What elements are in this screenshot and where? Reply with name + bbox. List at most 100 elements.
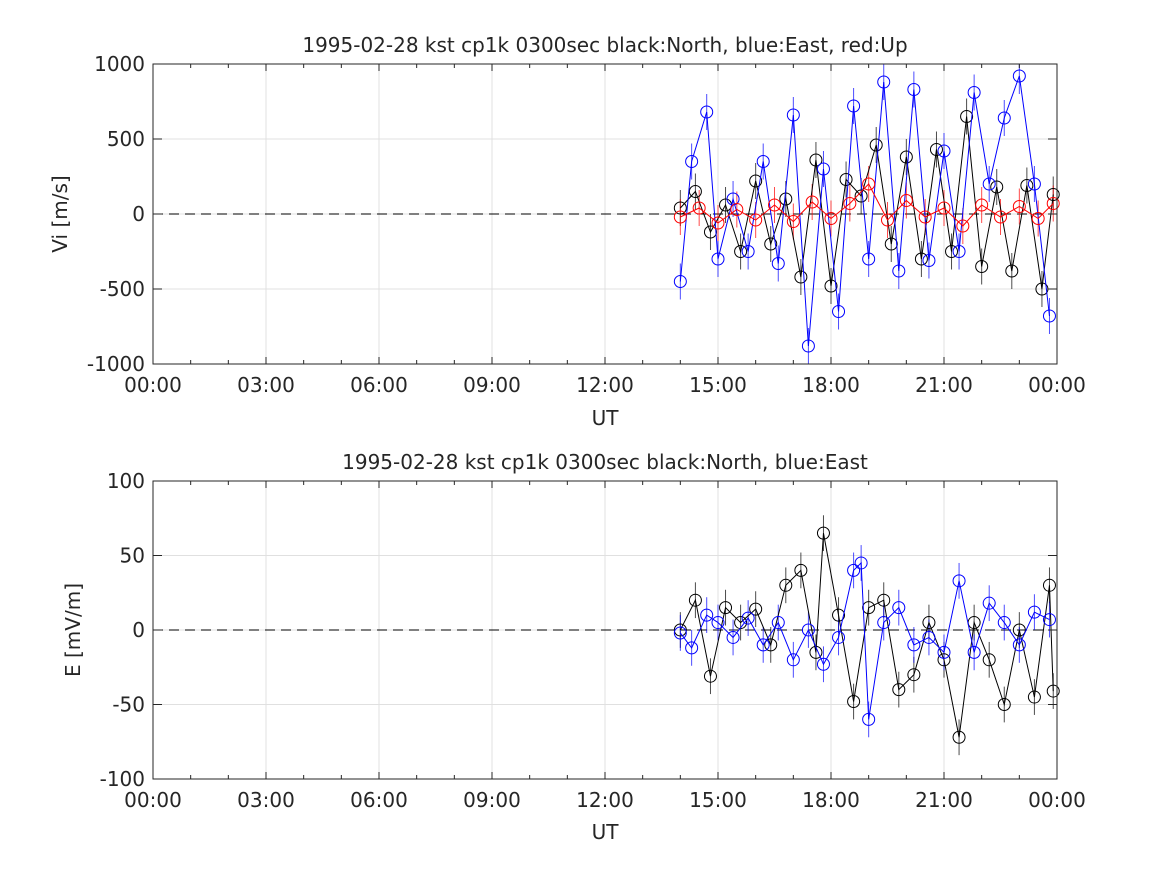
electric-field-panel: 00:00 03:00 06:00 09:00 12:00 15:00 18:00 21:00… [61,450,1086,844]
efield-point-north [749,602,763,616]
velocity-point-north [899,150,913,164]
velocity-point-north [1020,179,1034,192]
efield-point-north [922,616,936,630]
velocity-point-up [711,216,725,230]
efield-x-tick-label: 12:00 [576,788,634,812]
velocity-point-north [1035,282,1049,296]
velocity-panel: 00:00 03:00 06:00 09:00 12:00 15:00 18:00 21:00… [48,33,1086,430]
velocity-point-north [869,138,883,152]
velocity-point-up [994,210,1007,224]
efield-ticks [152,480,1058,780]
efield-point-north [982,653,996,667]
efield-point-east [741,611,755,625]
velocity-point-up [918,210,932,224]
velocity-point-up [937,201,951,215]
efield-point-east [756,638,770,652]
efield-point-east [922,630,936,644]
velocity-point-north [824,279,838,293]
efield-x-tick-label: 15:00 [689,788,747,812]
efield-point-east [937,645,951,659]
efield-point-north [937,653,951,667]
efield-x-tick-label: 03:00 [237,788,295,812]
efield-point-north [877,593,891,607]
velocity-point-north [794,270,808,284]
efield-point-east [1027,605,1041,619]
velocity-point-east [952,245,966,258]
efield-x-tick-label: 00:00 [1028,788,1086,812]
efield-point-north [847,695,861,709]
velocity-point-east [1027,177,1041,191]
velocity-point-east [1042,309,1056,323]
efield-point-east [726,630,740,644]
velocity-point-east [877,75,891,89]
velocity-point-up [824,212,838,225]
efield-point-east [816,657,830,671]
velocity-ticks [152,63,1058,365]
efield-point-east [685,641,699,655]
velocity-point-north [749,174,763,188]
efield-point-east [832,630,846,644]
velocity-point-up [692,201,706,215]
velocity-point-up [881,213,894,227]
velocity-point-up [899,194,913,207]
efield-point-north [892,683,906,697]
velocity-point-east [771,257,785,270]
efield-point-east [892,601,906,615]
velocity-point-east [847,99,861,113]
efield-series-east-line [679,561,1050,720]
velocity-point-north [734,245,748,258]
velocity-point-east [756,155,770,168]
velocity-point-east [673,275,687,288]
velocity-point-east [907,83,921,96]
velocity-point-north [884,237,898,251]
efield-point-north [1042,578,1056,592]
velocity-y-axis-label: Vi [m/s] [48,175,72,252]
velocity-point-east [997,111,1011,125]
velocity-x-tick-label: 15:00 [689,373,747,397]
velocity-x-tick-label: 00:00 [124,373,182,397]
velocity-point-east [832,305,846,318]
velocity-point-north [960,110,974,123]
velocity-point-north [990,180,1004,194]
velocity-point-up [1031,212,1045,225]
velocity-point-north [1005,264,1019,278]
velocity-x-tick-label: 03:00 [237,373,295,397]
efield-point-north [862,601,876,615]
velocity-point-east [967,86,981,99]
velocity-x-axis-label: UT [592,406,620,430]
efield-tick-labels: 00:00 03:00 06:00 09:00 12:00 15:00 18:00 21:00… [100,469,1086,812]
efield-point-east [700,608,714,622]
efield-point-east [1042,613,1056,627]
efield-point-north [997,698,1011,711]
velocity-point-north [929,143,943,156]
efield-point-north [673,623,687,637]
efield-point-east [997,616,1011,630]
velocity-point-up [862,177,876,191]
velocity-point-east [685,155,699,168]
velocity-point-up [1012,200,1026,213]
velocity-point-north [673,201,687,215]
efield-point-north [832,608,846,622]
efield-point-north [703,669,717,683]
efield-point-east [862,712,876,726]
velocity-point-north [703,225,717,239]
velocity-point-north [914,252,928,266]
velocity-point-east [922,254,936,267]
velocity-series-up-line [680,183,1054,227]
velocity-y-tick-label: -1000 [87,352,145,376]
velocity-point-north [809,153,823,167]
efield-point-east [967,645,981,659]
efield-point-east [907,638,921,652]
velocity-x-tick-label: 21:00 [915,373,973,397]
velocity-x-tick-label: 09:00 [463,373,521,397]
efield-point-north [764,638,778,652]
velocity-point-north [945,245,959,258]
efield-x-tick-label: 00:00 [124,788,182,812]
velocity-x-tick-label: 00:00 [1028,373,1086,397]
efield-y-axis-label: E [mV/m] [61,583,85,677]
velocity-point-north [688,185,702,198]
efield-y-tick-label: 0 [132,618,145,642]
efield-point-north [1012,623,1026,637]
velocity-point-north [854,189,868,203]
velocity-point-east [1012,69,1026,83]
